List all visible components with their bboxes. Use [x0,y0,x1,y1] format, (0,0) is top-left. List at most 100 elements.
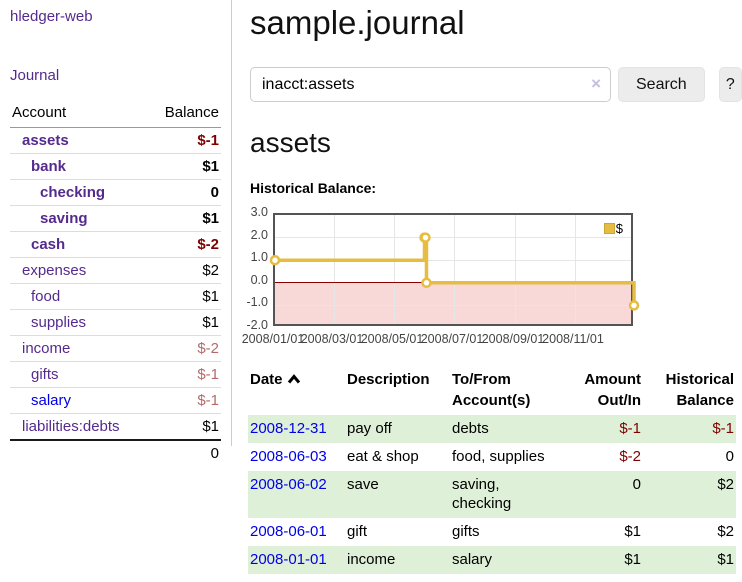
y-axis-tick-label: 2.0 [250,227,268,242]
search-form: × Search ? [250,67,742,102]
transaction-amount: $-1 [619,420,641,437]
account-link-cash[interactable]: cash [31,236,66,253]
account-balance: $-2 [148,335,221,362]
sidebar: hledger-web Journal Account Balance asse… [0,0,232,466]
transaction-accounts: debts [452,420,489,437]
transaction-date-link[interactable]: 2008-06-03 [250,448,327,465]
transaction-accounts: salary [452,551,493,568]
register-row[interactable]: 2008-06-03 eat & shop food, supplies $-2 0 [248,443,736,471]
account-row: assets $-1 [10,128,221,154]
sidebar-item-journal[interactable]: Journal [10,67,60,84]
accounts-table: Account Balance assets $-1 bank $1 checking 0… [10,101,221,466]
x-axis-tick-label: 2008/05/01 [360,332,424,346]
gridline [275,304,631,306]
transaction-balance: $2 [717,523,734,540]
transaction-date-link[interactable]: 2008-12-31 [250,420,327,437]
chart-plot-area: $ [269,213,640,326]
y-axis-tick-label: 1.0 [250,250,268,265]
x-axis-tick-label: 2008/11/01 [542,332,604,346]
x-axis-tick-label: 2008/03/01 [300,332,364,346]
help-button[interactable]: ? [718,67,742,102]
account-link-gifts[interactable]: gifts [31,366,59,383]
transaction-description: income [347,551,396,568]
account-link-expenses[interactable]: expenses [22,262,87,279]
account-row: expenses $2 [10,257,221,284]
account-balance: $2 [148,257,221,284]
register-header-description: Description [347,371,430,388]
gridline [453,215,455,324]
account-row: cash $-2 [10,231,221,258]
account-row: gifts $-1 [10,361,221,388]
historical-balance-chart: $ 3.0 2.0 1.0 0.0 -1.0 -2.0 2008/01/01 2008/03/… [240,205,742,349]
account-row: saving $1 [10,205,221,232]
account-row: checking 0 [10,179,221,206]
account-link-liabilities-debts[interactable]: liabilities:debts [22,418,120,435]
account-balance: 0 [148,179,221,206]
clear-search-icon[interactable]: × [591,74,601,93]
transaction-balance: 0 [725,448,734,465]
x-axis-tick-label: 2008/09/01 [481,332,545,346]
account-link-salary[interactable]: salary [31,392,72,409]
data-point-marker [420,232,431,243]
transaction-amount: $1 [624,523,641,540]
transaction-date-link[interactable]: 2008-01-01 [250,551,327,568]
account-balance: $1 [148,413,221,440]
account-link-income[interactable]: income [22,340,71,357]
account-balance: $-1 [197,132,219,149]
transaction-description: pay off [347,420,392,437]
gridline [514,215,516,324]
register-row[interactable]: 2008-06-01 gift gifts $1 $2 [248,518,736,546]
chart-title: Historical Balance: [250,180,377,196]
account-balance: $1 [148,309,221,336]
account-row: bank $1 [10,153,221,180]
sort-ascending-icon [287,369,301,390]
x-axis-tick-label: 2008/01/01 [241,332,305,346]
register-header-amount: Amount Out/In [584,371,641,409]
account-row: salary $-1 [10,387,221,414]
register-row[interactable]: 2008-06-02 save saving, checking 0 $2 [248,471,736,518]
register-header-date[interactable]: Date [248,366,345,415]
register-row[interactable]: 2008-01-01 income salary $1 $1 [248,546,736,574]
transaction-amount: $-2 [619,448,641,465]
accounts-total-balance: 0 [148,439,221,466]
y-axis-tick-label: 3.0 [250,205,268,219]
account-row: income $-2 [10,335,221,362]
transaction-date-link[interactable]: 2008-06-01 [250,523,327,540]
search-input-wrap: × [250,67,611,102]
app-title-link[interactable]: hledger-web [10,8,93,25]
register-header-accounts: To/From Account(s) [452,371,531,409]
transaction-accounts: gifts [452,523,480,540]
account-link-assets[interactable]: assets [22,132,69,149]
register-row[interactable]: 2008-12-31 pay off debts $-1 $-1 [248,415,736,443]
gridline [275,237,631,239]
legend-swatch-icon [603,223,615,234]
transaction-description: save [347,476,379,493]
data-point-marker [421,277,432,289]
search-button[interactable]: Search [618,67,705,102]
transaction-description: gift [347,523,368,540]
y-axis-tick-label: 0.0 [250,272,268,287]
account-link-bank[interactable]: bank [31,158,67,175]
account-link-food[interactable]: food [31,288,61,305]
account-balance: $-2 [148,231,221,258]
transaction-balance: $2 [717,476,734,493]
y-axis-tick-label: -1.0 [246,295,268,310]
search-input[interactable] [250,67,611,102]
transaction-date-link[interactable]: 2008-06-02 [250,476,327,493]
account-row: liabilities:debts $1 [10,413,221,440]
account-row: food $1 [10,283,221,310]
x-axis-tick-label: 2008/07/01 [420,332,484,346]
gridline [333,215,335,324]
register-table: Date Description To/From Account(s) Amou… [248,366,736,574]
account-link-saving[interactable]: saving [40,210,88,227]
transaction-balance: $-1 [712,420,734,437]
gridline [275,259,631,261]
account-link-supplies[interactable]: supplies [31,314,87,331]
data-point-marker [269,254,281,266]
transaction-amount: 0 [632,476,641,493]
chart-line [275,235,636,306]
legend-label: $ [615,221,623,236]
balance-line-series [269,232,640,311]
account-link-checking[interactable]: checking [40,184,106,201]
account-balance: $1 [148,153,221,180]
